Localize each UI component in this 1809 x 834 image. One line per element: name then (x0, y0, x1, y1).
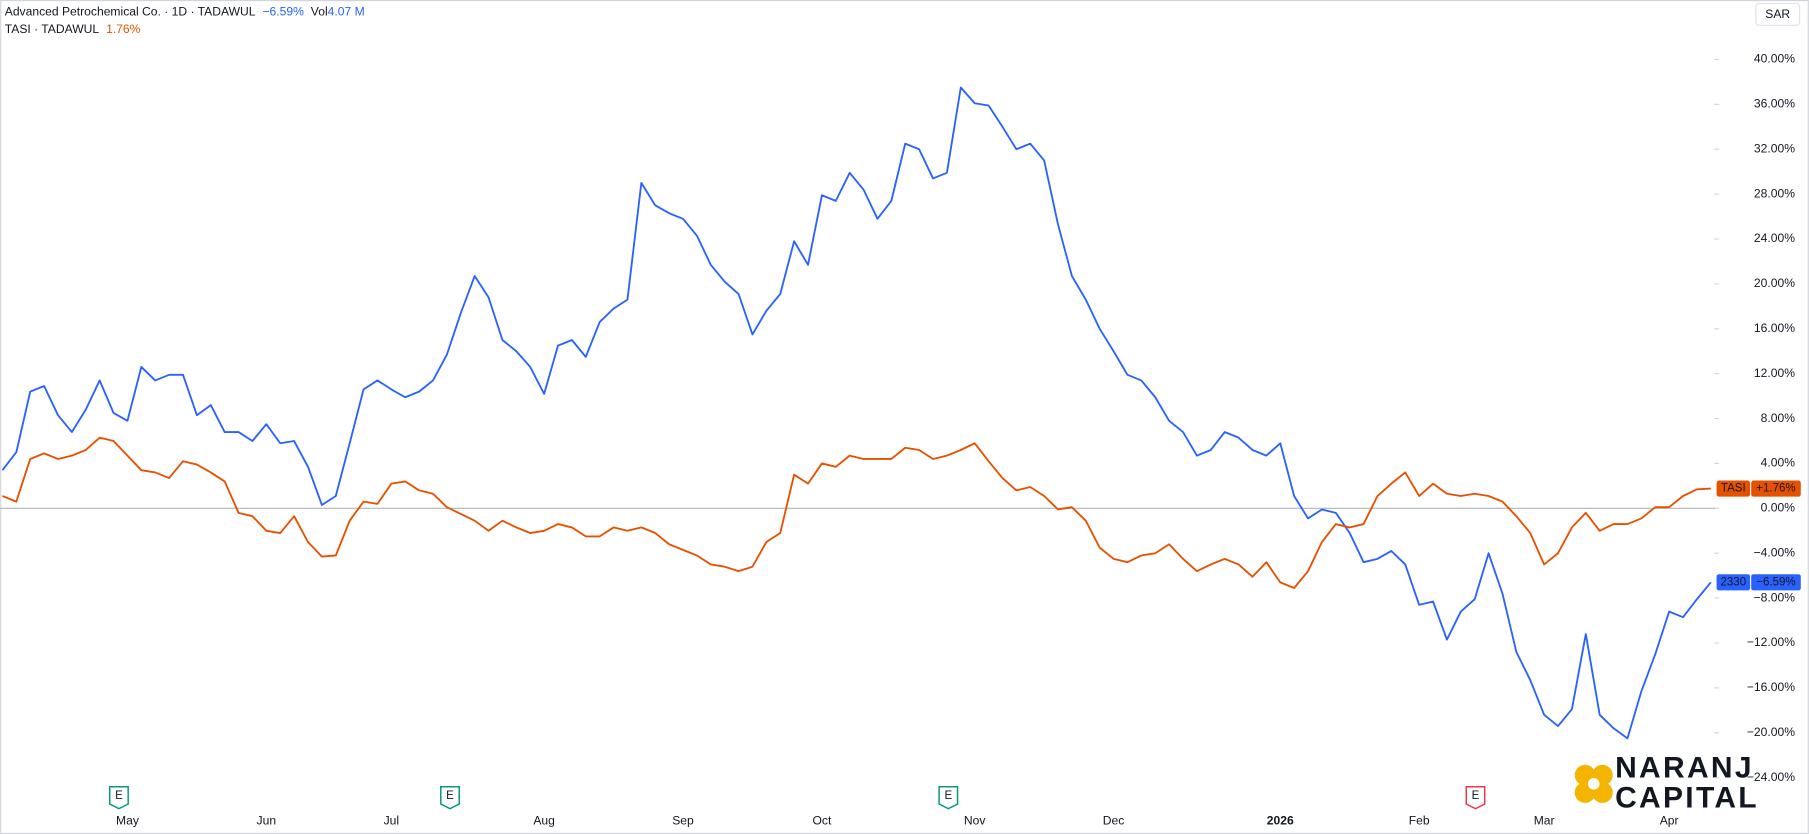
x-tick-label: Jul (384, 814, 399, 828)
event-label: E (944, 790, 952, 802)
y-tick-label: 28.00% (1754, 186, 1795, 200)
event-label: E (1472, 790, 1480, 802)
price-badge-bg (1751, 574, 1801, 591)
y-tick-label: 8.00% (1761, 411, 1796, 425)
logo-text: CAPITAL (1615, 781, 1759, 814)
x-tick-label: Oct (812, 814, 831, 828)
price-badge-name-bg (1716, 574, 1751, 591)
y-tick-label: 12.00% (1754, 366, 1795, 380)
x-tick-label: Dec (1103, 814, 1125, 828)
event-label: E (115, 790, 123, 802)
logo-text: NARANJ (1615, 751, 1754, 784)
y-tick-label: 24.00% (1754, 231, 1795, 245)
legend-row: TASI · TADAWUL 1.76% (5, 22, 141, 36)
x-tick-label: Nov (964, 814, 986, 828)
price-badge-name: TASI (1721, 483, 1746, 495)
x-tick-label: Apr (1660, 814, 1679, 828)
series-line (1, 86, 1712, 740)
y-tick-label: 20.00% (1754, 276, 1795, 290)
y-tick-label: −8.00% (1754, 590, 1796, 604)
price-badge-bg (1751, 480, 1801, 497)
event-marker (1465, 785, 1486, 810)
event-marker (938, 785, 959, 810)
x-tick-label: Feb (1409, 814, 1430, 828)
legend-vol: 4.07 M (328, 5, 365, 19)
event-marker (108, 785, 129, 810)
y-tick-label: −24.00% (1747, 770, 1795, 784)
price-badge-value: −6.59% (1756, 576, 1795, 588)
currency-button[interactable] (1755, 2, 1801, 26)
y-tick-label: 36.00% (1754, 97, 1795, 111)
legend-label: Advanced Petrochemical Co. · 1D · TADAWU… (5, 5, 256, 19)
y-tick-label: 0.00% (1761, 501, 1796, 515)
y-tick-label: 4.00% (1761, 456, 1796, 470)
event-marker (440, 785, 460, 810)
y-tick-label: −4.00% (1754, 545, 1796, 559)
logo: NARANJ CAPITAL (1574, 751, 1759, 814)
y-tick-label: −12.00% (1747, 635, 1795, 649)
series-line (2, 436, 1711, 589)
y-tick-label: 32.00% (1754, 141, 1795, 155)
logo-center (1587, 778, 1600, 790)
price-badge-value: +1.76% (1756, 483, 1795, 495)
x-tick-label: Mar (1534, 814, 1555, 828)
x-tick-label: May (116, 814, 140, 828)
price-badge-name-bg (1716, 480, 1751, 497)
price-badge-name: 2330 (1720, 576, 1746, 588)
y-tick-label: 16.00% (1754, 321, 1795, 335)
legend-change: 1.76% (106, 22, 141, 36)
legend-row: Advanced Petrochemical Co. · 1D · TADAWU… (5, 5, 365, 19)
y-tick-label: −16.00% (1747, 680, 1795, 694)
legend-change: −6.59% (262, 5, 304, 19)
event-label: E (446, 790, 454, 802)
x-tick-label: Aug (533, 814, 555, 828)
legend-vol-label: Vol (311, 5, 328, 19)
x-tick-label: Jun (257, 814, 277, 828)
x-tick-label: Sep (672, 814, 694, 828)
x-tick-label: 2026 (1267, 814, 1294, 828)
y-tick-label: 40.00% (1754, 52, 1795, 66)
y-tick-label: −20.00% (1747, 725, 1795, 739)
legend-label: TASI · TADAWUL (5, 22, 100, 36)
currency-label[interactable]: SAR (1765, 7, 1790, 21)
